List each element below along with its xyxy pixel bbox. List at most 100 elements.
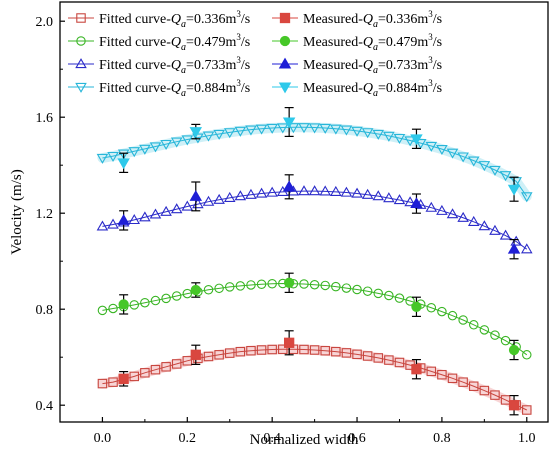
fitted-point: [255, 187, 268, 198]
fitted-point: [479, 385, 490, 396]
legend-label: Fitted curve-Qa=0.479m3/s: [99, 32, 250, 53]
measured-point: [283, 337, 295, 348]
fitted-point: [373, 353, 384, 363]
legend-label-part: Q: [363, 35, 373, 50]
measured-point: [507, 184, 521, 196]
measured-point: [118, 373, 129, 384]
fitted-point: [426, 366, 437, 377]
legend-label-part: 3: [428, 55, 433, 65]
fitted-point: [320, 345, 330, 356]
fitted-point: [149, 142, 162, 153]
fitted-point: [108, 303, 118, 314]
fitted-point: [522, 350, 532, 360]
fitted-point: [96, 153, 109, 164]
fitted-point: [479, 325, 490, 335]
fitted-point: [213, 193, 225, 204]
legend-marker: [75, 82, 87, 93]
legend-marker: [279, 35, 291, 47]
legend-label-part: Measured-: [303, 81, 363, 96]
fitted-point: [182, 356, 193, 366]
legend-entry-2: Measured-Qa=0.336m3/s: [272, 9, 442, 30]
series-6: [117, 174, 521, 260]
legend-label-part: Fitted curve-: [99, 58, 171, 73]
fitted-point: [214, 283, 224, 294]
fitted-point: [256, 279, 267, 289]
legend-label-part: a: [181, 88, 186, 99]
fitted-point: [394, 293, 405, 303]
fitted-point: [299, 279, 309, 289]
legend-label-part: Measured-: [303, 35, 363, 50]
fitted-point: [425, 141, 438, 152]
fitted-point: [235, 281, 246, 291]
fitted-point: [330, 124, 342, 135]
fitted-point: [223, 191, 236, 202]
legend-label-part: Fitted curve-: [99, 35, 171, 50]
fitted-point: [340, 186, 353, 197]
fitted-point: [361, 188, 374, 199]
fitted-point: [520, 192, 533, 203]
fitted-point: [426, 303, 437, 313]
legend-label-part: Fitted curve-: [99, 81, 171, 96]
legend: Fitted curve-Qa=0.336m3/s Measured-Qa=0.3…: [68, 9, 442, 99]
legend-label-part: /s: [433, 58, 442, 73]
fitted-point: [478, 161, 491, 172]
fitted-point: [171, 359, 182, 369]
legend-label-part: =0.336m: [186, 12, 236, 27]
legend-label-part: Q: [171, 35, 181, 50]
fitted-curve-line: [102, 348, 527, 411]
fitted-point: [458, 315, 468, 325]
legend-label-part: =0.479m: [378, 35, 428, 50]
fitted-point: [150, 364, 161, 375]
fitted-point: [457, 211, 469, 222]
measured-point: [117, 158, 130, 170]
fitted-point: [245, 188, 257, 199]
legend-marker: [278, 82, 292, 94]
x-tick-label: 0.0: [94, 431, 112, 446]
fitted-point: [267, 279, 277, 289]
fitted-point: [520, 243, 533, 254]
measured-point: [410, 134, 423, 146]
legend-label: Fitted curve-Qa=0.884m3/s: [99, 78, 250, 99]
legend-label-part: a: [181, 42, 186, 53]
fitted-point: [319, 185, 332, 196]
fitted-point: [489, 165, 501, 176]
plot-frame: [59, 1, 549, 423]
fitted-point: [235, 346, 246, 357]
fitted-point: [213, 129, 225, 140]
fitted-point: [320, 280, 330, 291]
fitted-point: [490, 330, 500, 340]
fitted-point: [140, 297, 150, 308]
fitted-point: [224, 348, 235, 358]
fitted-point: [341, 348, 352, 358]
legend-label-part: 3: [428, 32, 433, 42]
fitted-point: [446, 208, 459, 219]
fitted-point: [500, 395, 511, 405]
y-tick-label: 0.8: [36, 303, 54, 318]
measured-point: [117, 214, 130, 225]
fitted-point: [383, 131, 395, 142]
fitted-point: [414, 139, 427, 150]
legend-label: Fitted curve-Qa=0.336m3/s: [99, 9, 250, 30]
legend-label: Measured-Qa=0.884m3/s: [303, 78, 442, 99]
fitted-point: [373, 288, 384, 299]
series-7: [96, 123, 533, 203]
legend-entry-1: Fitted curve-Qa=0.336m3/s: [68, 9, 250, 30]
fitted-point: [362, 286, 373, 296]
legend-label-part: Q: [171, 58, 181, 73]
fitted-point: [140, 368, 150, 378]
fitted-point: [341, 283, 352, 293]
fitted-point: [384, 355, 394, 365]
fitted-point: [129, 300, 140, 310]
series-4: [118, 272, 520, 361]
fitted-curve-line: [102, 190, 528, 250]
fitted-point: [309, 279, 320, 290]
fitted-point: [404, 136, 416, 147]
y-tick-label: 2.0: [36, 15, 54, 30]
fitted-point: [108, 377, 118, 387]
fitted-point: [128, 213, 141, 225]
legend-label: Fitted curve-Qa=0.733m3/s: [99, 55, 250, 76]
fitted-point: [490, 390, 500, 400]
fitted-point: [170, 203, 183, 214]
fitted-point: [394, 357, 405, 368]
